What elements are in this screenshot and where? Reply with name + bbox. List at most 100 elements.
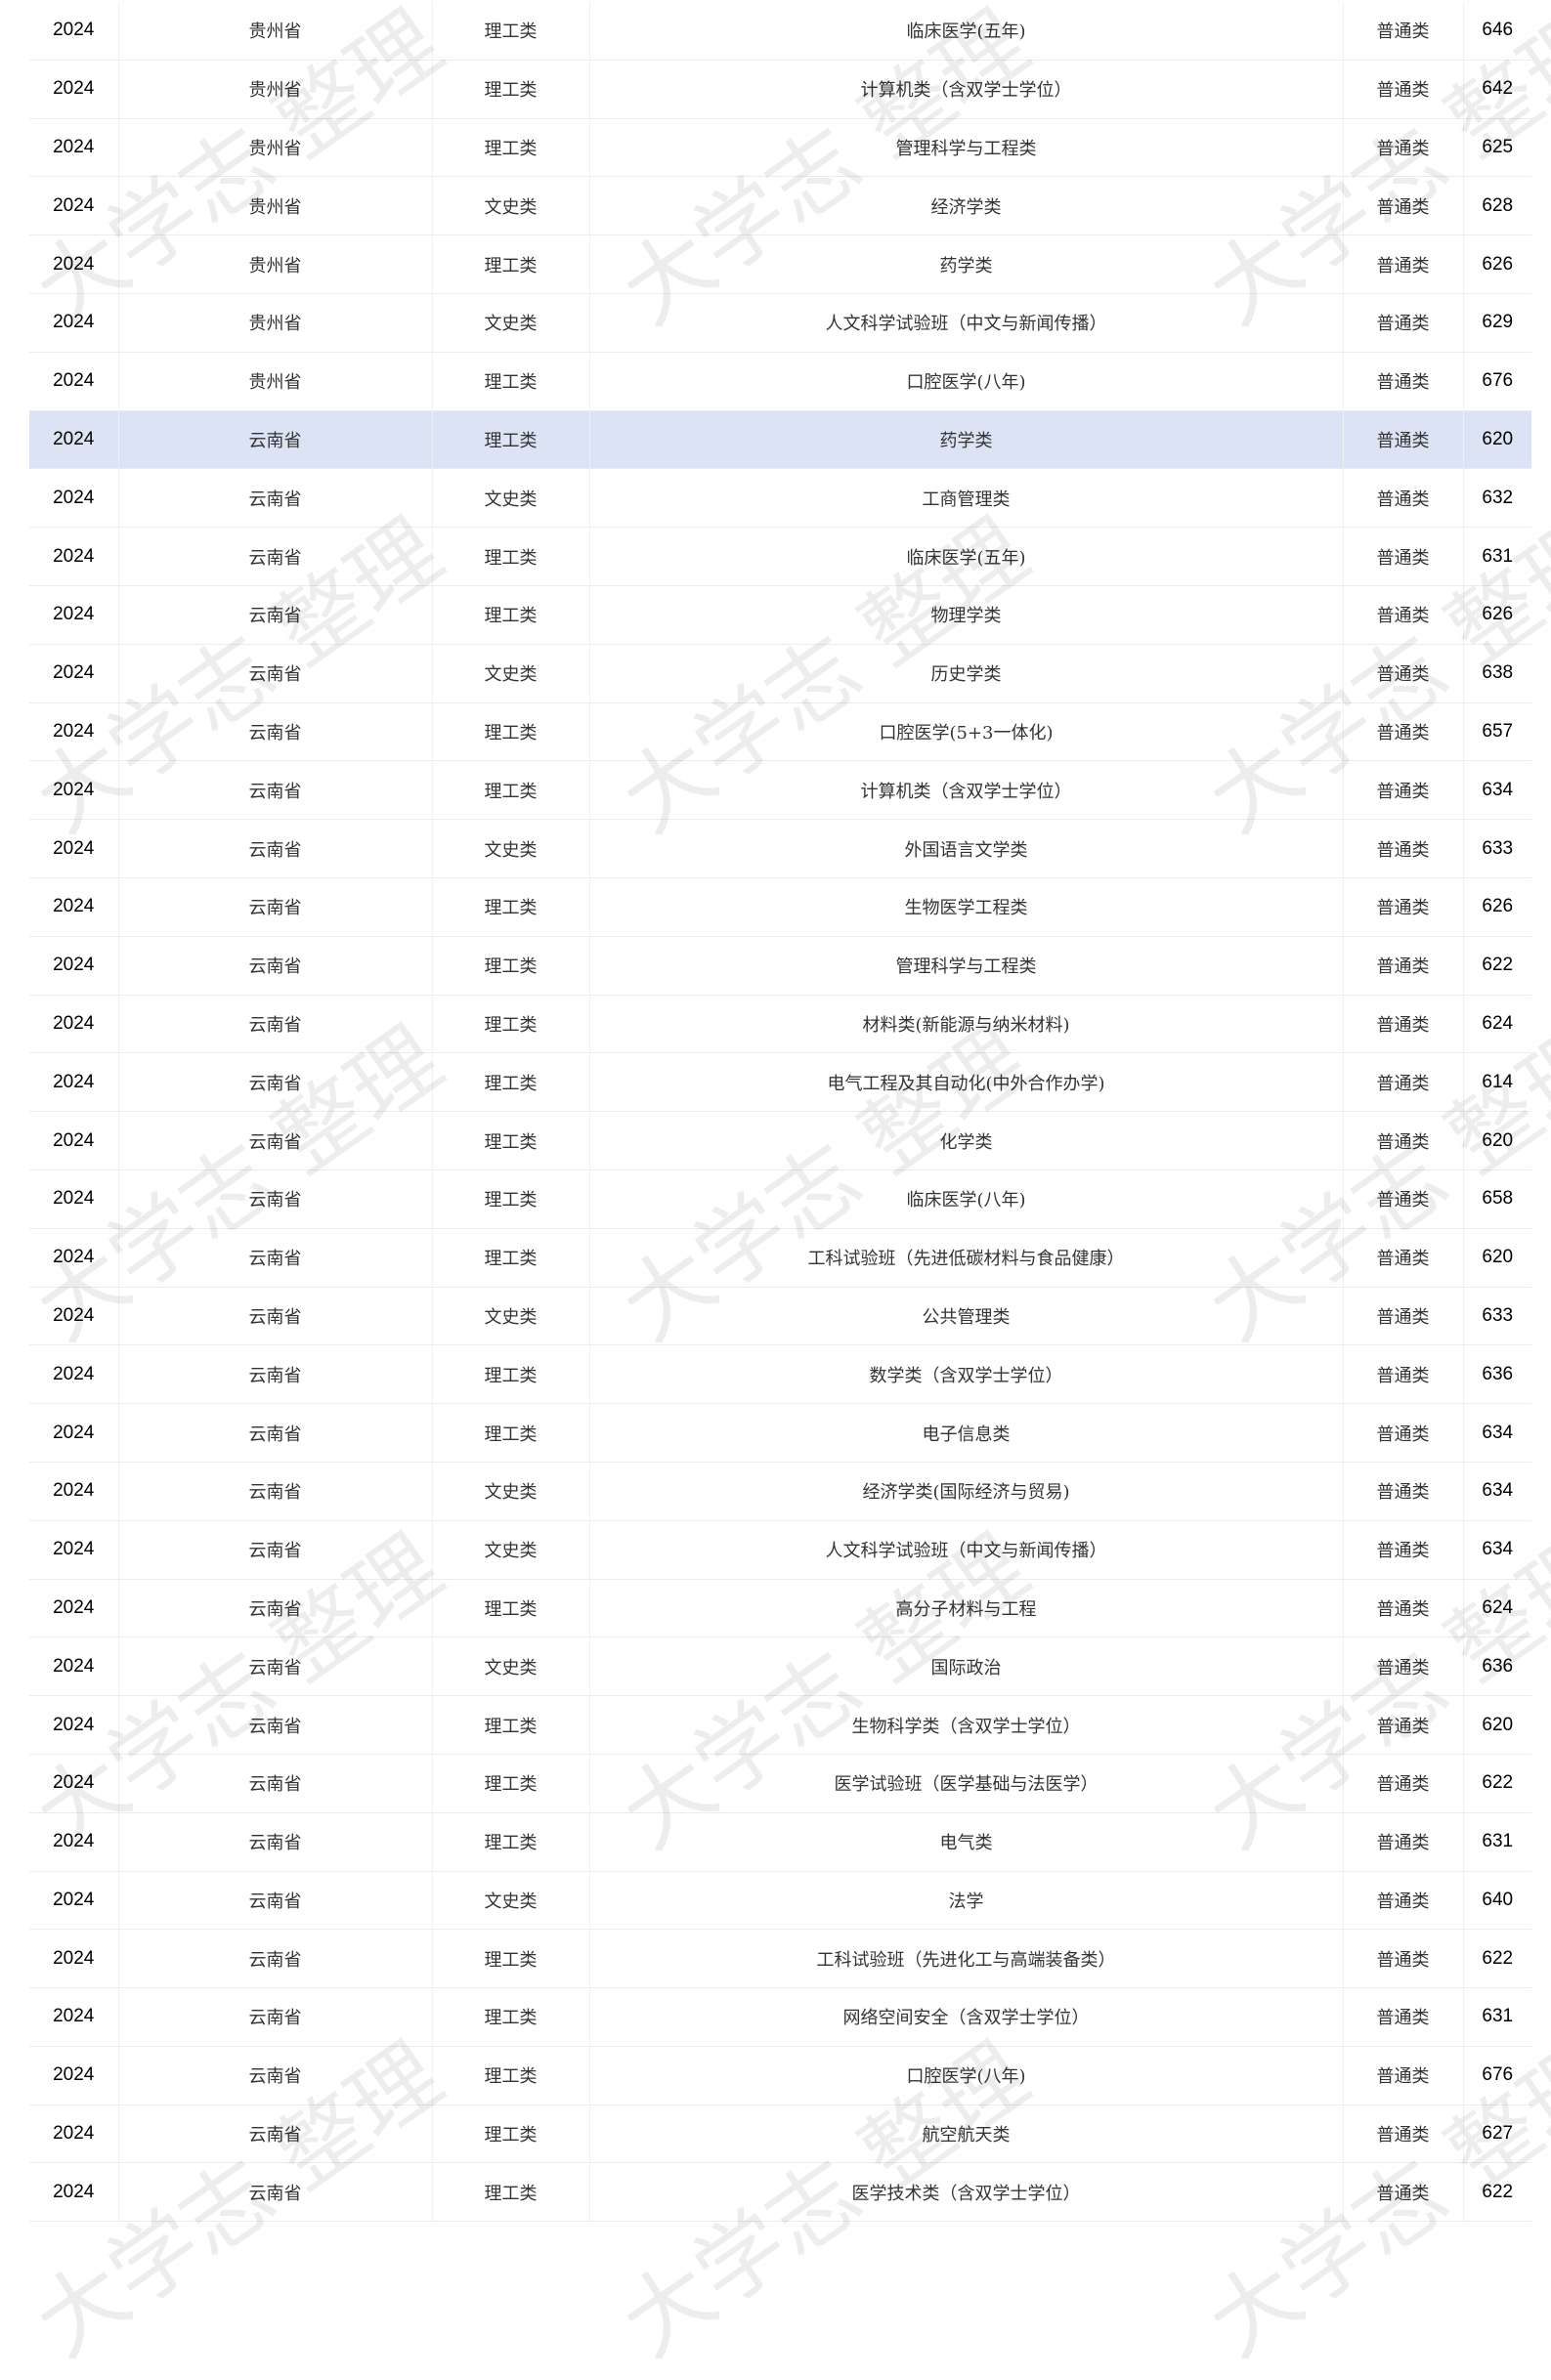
major-cell: 临床医学(八年)	[589, 1169, 1344, 1229]
score-cell: 676	[1463, 352, 1531, 411]
batch-type-cell: 普通类	[1343, 1636, 1464, 1697]
table-row: 2024 云南省 理工类 数学类（含双学士学位） 普通类 636	[29, 1344, 1531, 1405]
subject-type-cell: 理工类	[432, 2104, 590, 2164]
batch-type-cell: 普通类	[1343, 1287, 1464, 1346]
subject-type-cell: 理工类	[432, 352, 590, 411]
province-cell: 云南省	[118, 644, 433, 703]
major-cell: 生物科学类（含双学士学位）	[589, 1695, 1344, 1755]
table-row: 2024 云南省 理工类 临床医学(五年) 普通类 631	[29, 527, 1531, 586]
province-cell: 贵州省	[118, 60, 433, 119]
subject-type-cell: 理工类	[432, 1052, 590, 1113]
table-row: 2024 云南省 理工类 管理科学与工程类 普通类 622	[29, 936, 1531, 996]
score-cell: 620	[1463, 1111, 1531, 1170]
province-cell: 云南省	[118, 1520, 433, 1580]
score-cell: 620	[1463, 1228, 1531, 1288]
subject-type-cell: 理工类	[432, 60, 590, 119]
subject-type-cell: 理工类	[432, 1812, 590, 1872]
major-cell: 物理学类	[589, 585, 1344, 645]
province-cell: 贵州省	[118, 176, 433, 236]
subject-type-cell: 文史类	[432, 1287, 590, 1346]
province-cell: 云南省	[118, 1636, 433, 1697]
province-cell: 云南省	[118, 468, 433, 529]
major-cell: 法学	[589, 1871, 1344, 1931]
score-cell: 620	[1463, 1695, 1531, 1755]
year-cell: 2024	[29, 1111, 119, 1170]
year-cell: 2024	[29, 1929, 119, 1989]
year-cell: 2024	[29, 760, 119, 821]
subject-type-cell: 文史类	[432, 644, 590, 703]
table-row: 2024 云南省 理工类 高分子材料与工程 普通类 624	[29, 1579, 1531, 1638]
province-cell: 云南省	[118, 1111, 433, 1170]
year-cell: 2024	[29, 2046, 119, 2105]
score-cell: 622	[1463, 1754, 1531, 1813]
major-cell: 历史学类	[589, 644, 1344, 703]
score-cell: 631	[1463, 1987, 1531, 2047]
subject-type-cell: 文史类	[432, 819, 590, 878]
year-cell: 2024	[29, 2, 119, 61]
table-row: 2024 云南省 理工类 物理学类 普通类 626	[29, 585, 1531, 645]
batch-type-cell: 普通类	[1343, 1228, 1464, 1288]
score-cell: 638	[1463, 644, 1531, 703]
score-cell: 658	[1463, 1169, 1531, 1229]
table-row: 2024 云南省 理工类 电子信息类 普通类 634	[29, 1403, 1531, 1463]
major-cell: 工科试验班（先进化工与高端装备类）	[589, 1929, 1344, 1989]
province-cell: 贵州省	[118, 118, 433, 178]
batch-type-cell: 普通类	[1343, 1871, 1464, 1931]
score-cell: 626	[1463, 585, 1531, 645]
major-cell: 口腔医学(5+3一体化)	[589, 702, 1344, 762]
major-cell: 管理科学与工程类	[589, 118, 1344, 178]
table-row: 2024 贵州省 文史类 经济学类 普通类 628	[29, 176, 1531, 236]
batch-type-cell: 普通类	[1343, 1987, 1464, 2047]
batch-type-cell: 普通类	[1343, 2, 1464, 61]
batch-type-cell: 普通类	[1343, 877, 1464, 937]
batch-type-cell: 普通类	[1343, 819, 1464, 878]
score-cell: 625	[1463, 118, 1531, 178]
year-cell: 2024	[29, 1987, 119, 2047]
table-row: 2024 贵州省 理工类 计算机类（含双学士学位） 普通类 642	[29, 60, 1531, 119]
province-cell: 云南省	[118, 1052, 433, 1113]
batch-type-cell: 普通类	[1343, 1169, 1464, 1229]
year-cell: 2024	[29, 1287, 119, 1346]
major-cell: 临床医学(五年)	[589, 2, 1344, 61]
major-cell: 工商管理类	[589, 468, 1344, 529]
score-cell: 626	[1463, 234, 1531, 294]
year-cell: 2024	[29, 877, 119, 937]
subject-type-cell: 文史类	[432, 1636, 590, 1697]
batch-type-cell: 普通类	[1343, 352, 1464, 411]
major-cell: 管理科学与工程类	[589, 936, 1344, 996]
year-cell: 2024	[29, 1695, 119, 1755]
year-cell: 2024	[29, 1520, 119, 1580]
major-cell: 口腔医学(八年)	[589, 2046, 1344, 2105]
province-cell: 云南省	[118, 1287, 433, 1346]
year-cell: 2024	[29, 1871, 119, 1931]
subject-type-cell: 理工类	[432, 2, 590, 61]
province-cell: 云南省	[118, 1871, 433, 1931]
subject-type-cell: 理工类	[432, 760, 590, 821]
subject-type-cell: 理工类	[432, 1987, 590, 2047]
province-cell: 云南省	[118, 936, 433, 996]
score-cell: 626	[1463, 877, 1531, 937]
score-cell: 634	[1463, 760, 1531, 821]
province-cell: 云南省	[118, 2046, 433, 2105]
subject-type-cell: 理工类	[432, 1344, 590, 1405]
batch-type-cell: 普通类	[1343, 293, 1464, 353]
province-cell: 贵州省	[118, 234, 433, 294]
year-cell: 2024	[29, 1403, 119, 1463]
year-cell: 2024	[29, 293, 119, 353]
batch-type-cell: 普通类	[1343, 1052, 1464, 1113]
score-cell: 634	[1463, 1462, 1531, 1521]
province-cell: 云南省	[118, 877, 433, 937]
province-cell: 云南省	[118, 2104, 433, 2164]
table-row: 2024 云南省 理工类 医学试验班（医学基础与法医学） 普通类 622	[29, 1754, 1531, 1813]
batch-type-cell: 普通类	[1343, 1520, 1464, 1580]
score-cell: 634	[1463, 1403, 1531, 1463]
year-cell: 2024	[29, 118, 119, 178]
table-row: 2024 云南省 理工类 工科试验班（先进低碳材料与食品健康） 普通类 620	[29, 1228, 1531, 1288]
batch-type-cell: 普通类	[1343, 118, 1464, 178]
table-row: 2024 云南省 文史类 经济学类(国际经济与贸易) 普通类 634	[29, 1462, 1531, 1521]
province-cell: 云南省	[118, 1754, 433, 1813]
table-row: 2024 云南省 理工类 计算机类（含双学士学位） 普通类 634	[29, 760, 1531, 821]
score-cell: 622	[1463, 1929, 1531, 1989]
subject-type-cell: 理工类	[432, 1754, 590, 1813]
subject-type-cell: 文史类	[432, 468, 590, 529]
